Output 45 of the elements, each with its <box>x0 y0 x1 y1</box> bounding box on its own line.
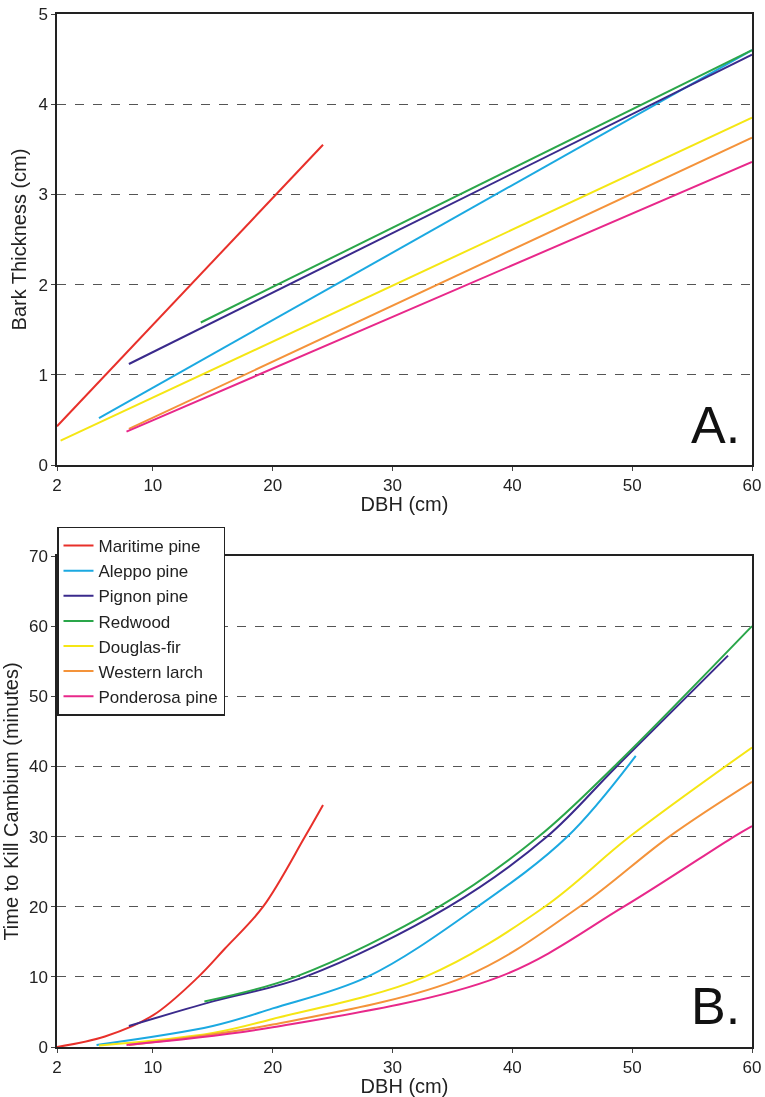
legend-label: Maritime pine <box>98 537 201 557</box>
line-series <box>57 804 325 1047</box>
y-tick-label: 10 <box>28 967 48 987</box>
y-tick-label: 60 <box>28 617 48 637</box>
x-tick-label: 40 <box>502 1058 522 1078</box>
annotation: B. <box>691 977 741 1035</box>
y-tick-label: 0 <box>38 1037 48 1057</box>
y-tick-label: 3 <box>38 185 48 205</box>
line-series <box>125 825 752 1046</box>
x-tick-label: 20 <box>263 1058 283 1078</box>
x-tick-label: 2 <box>52 1058 62 1078</box>
y-tick-label: 4 <box>38 95 48 115</box>
y-axis-title: Time to Kill Cambium (minutes) <box>0 662 22 941</box>
annotation: A. <box>691 396 741 454</box>
y-tick-label: 30 <box>28 827 48 847</box>
x-axis-title: DBH (cm) <box>360 493 449 515</box>
y-tick-label: 40 <box>28 757 48 777</box>
x-tick-label: 30 <box>383 1058 402 1078</box>
line-series <box>97 746 752 1047</box>
x-tick-label: 50 <box>622 1058 642 1078</box>
y-tick-label: 50 <box>28 687 48 707</box>
x-tick-label: 50 <box>622 476 642 496</box>
legend-label: Aleppo pine <box>98 562 189 582</box>
y-tick-label: 20 <box>28 897 48 917</box>
legend-label: Ponderosa pine <box>98 687 218 707</box>
legend-label: Redwood <box>98 612 171 632</box>
y-axis-title: Bark Thickness (cm) <box>8 148 31 331</box>
x-tick-label: 10 <box>143 1058 163 1078</box>
x-tick-label: 20 <box>263 476 283 496</box>
x-axis-title: DBH (cm) <box>360 1075 449 1097</box>
legend-label: Douglas-fir <box>98 637 182 657</box>
y-tick-label: 70 <box>28 546 48 566</box>
x-tick-label: 60 <box>742 476 762 496</box>
x-tick-label: 40 <box>502 476 522 496</box>
x-tick-label: 10 <box>143 476 163 496</box>
x-tick-label: 2 <box>52 476 62 496</box>
y-tick-label: 2 <box>38 275 48 295</box>
x-tick-label: 60 <box>742 1058 762 1078</box>
y-tick-label: 0 <box>38 455 48 475</box>
legend-label: Pignon pine <box>98 587 189 607</box>
legend-label: Western larch <box>98 662 204 682</box>
x-tick-label: 30 <box>383 476 402 496</box>
line-series <box>95 754 637 1046</box>
y-tick-label: 1 <box>38 365 48 385</box>
y-tick-label: 5 <box>38 4 48 24</box>
